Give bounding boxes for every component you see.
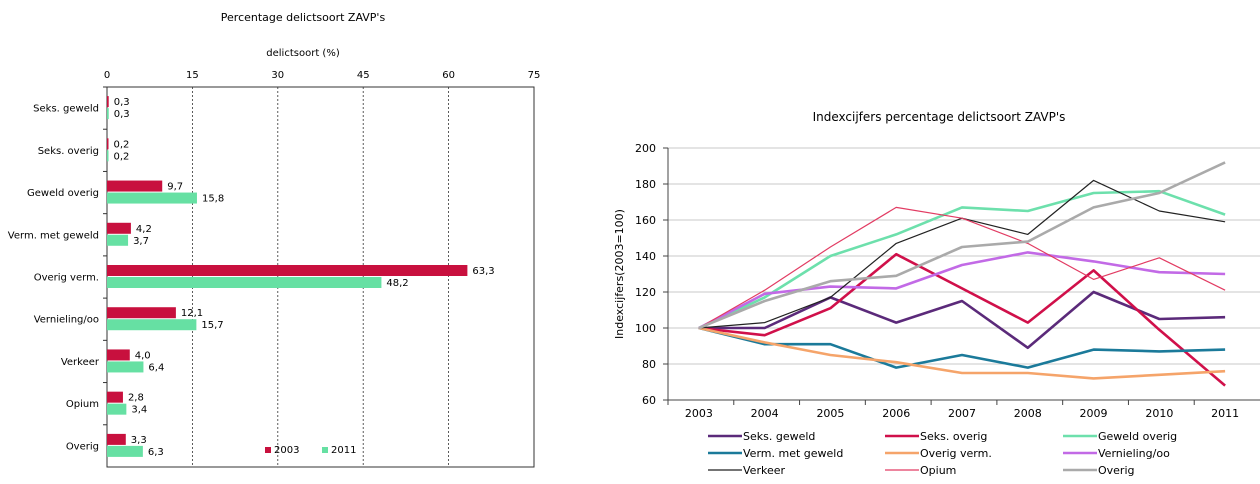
legend-swatch-2003 (265, 447, 271, 453)
bar-2011 (107, 150, 109, 162)
legend-label: Overig verm. (920, 447, 992, 460)
data-label: 48,2 (386, 278, 408, 289)
x-tick-label: 2008 (1014, 407, 1042, 420)
bar-2003 (107, 307, 176, 319)
category-label: Overig (66, 441, 99, 452)
data-label: 4,2 (136, 224, 152, 235)
line-chart: Indexcijfers percentage delictsoort ZAVP… (613, 110, 1260, 477)
category-label: Seks. geweld (33, 104, 99, 115)
legend-label: 2003 (274, 445, 299, 456)
data-label: 3,7 (133, 236, 149, 247)
data-label: 0,3 (114, 109, 130, 120)
series-line-Seks. geweld (698, 290, 1226, 350)
y-tick-label: 100 (635, 322, 656, 335)
data-label: 15,7 (201, 320, 223, 331)
y-tick-label: 200 (635, 142, 656, 155)
bar-2011 (107, 319, 197, 331)
bar-2011 (107, 234, 129, 246)
bar-2003 (107, 349, 130, 361)
series-line-Overig (698, 161, 1226, 330)
data-label: 0,2 (114, 139, 130, 150)
bar-2003 (107, 138, 109, 150)
series-line-Geweld overig (698, 189, 1226, 330)
bar-chart-panel: Percentage delictsoort ZAVP's delictsoort… (0, 0, 560, 484)
legend-label: Seks. geweld (743, 430, 815, 443)
x-tick-label: 2004 (751, 407, 779, 420)
series-line-Seks. overig (698, 252, 1226, 387)
legend-label: Opium (920, 464, 956, 477)
x-tick-label: 30 (271, 70, 284, 81)
data-label: 6,3 (148, 447, 164, 458)
legend-label: Geweld overig (1098, 430, 1177, 443)
chart-title: Percentage delictsoort ZAVP's (221, 11, 386, 24)
data-label: 2,8 (128, 393, 144, 404)
bar-2003 (107, 391, 123, 403)
category-label: Overig verm. (34, 273, 99, 284)
data-label: 4,0 (135, 350, 151, 361)
x-axis-label: delictsoort (%) (266, 48, 340, 59)
bar-2003 (107, 222, 131, 234)
line-chart-panel: Indexcijfers percentage delictsoort ZAVP… (590, 0, 1260, 484)
legend-label: Verm. met geweld (743, 447, 843, 460)
category-label: Vernieling/oo (34, 315, 99, 326)
bar-2003 (107, 96, 109, 108)
bar-2011 (107, 277, 382, 288)
x-tick-label: 2006 (882, 407, 910, 420)
chart-title: Indexcijfers percentage delictsoort ZAVP… (813, 110, 1066, 124)
x-tick-label: 2003 (685, 407, 713, 420)
data-label: 6,4 (148, 362, 164, 373)
series-line-Overig verm. (698, 326, 1226, 380)
bar-2011 (107, 403, 127, 415)
y-tick-label: 60 (642, 394, 656, 407)
x-tick-label: 0 (104, 70, 110, 81)
x-tick-label: 2005 (816, 407, 844, 420)
category-label: Seks. overig (38, 146, 99, 157)
y-tick-label: 80 (642, 358, 656, 371)
data-label: 3,4 (131, 405, 147, 416)
bar-2011 (107, 192, 197, 204)
category-label: Geweld overig (27, 188, 99, 199)
data-label: 63,3 (472, 266, 494, 277)
x-tick-label: 2011 (1211, 407, 1239, 420)
legend-label: 2011 (331, 445, 356, 456)
bar-2003 (107, 265, 468, 276)
data-label: 3,3 (131, 435, 147, 446)
bar-2011 (107, 445, 143, 457)
legend-label: Seks. overig (920, 430, 987, 443)
bar-2011 (107, 108, 109, 120)
series-line-Vernieling/oo (698, 251, 1226, 330)
category-label: Verm. met geweld (8, 230, 99, 241)
y-axis-label: Indexcijfers(2003=100) (613, 209, 626, 339)
bar-2003 (107, 433, 126, 445)
x-tick-label: 2007 (948, 407, 976, 420)
bar-2011 (107, 361, 144, 373)
bar-2003 (107, 180, 163, 192)
y-tick-label: 160 (635, 214, 656, 227)
y-tick-label: 140 (635, 250, 656, 263)
x-tick-label: 45 (357, 70, 370, 81)
bar-chart: Percentage delictsoort ZAVP's delictsoort… (8, 11, 541, 468)
legend-label: Vernieling/oo (1098, 447, 1170, 460)
data-label: 15,8 (202, 194, 224, 205)
x-tick-label: 75 (528, 70, 541, 81)
y-tick-label: 120 (635, 286, 656, 299)
series-line-Opium (698, 206, 1226, 329)
x-tick-label: 60 (442, 70, 455, 81)
data-label: 0,2 (114, 151, 130, 162)
y-tick-label: 180 (635, 178, 656, 191)
legend-label: Verkeer (743, 464, 785, 477)
series-line-Verkeer (698, 179, 1226, 329)
x-tick-label: 2009 (1080, 407, 1108, 420)
data-label: 9,7 (167, 182, 183, 193)
category-label: Verkeer (61, 357, 100, 368)
category-label: Opium (66, 399, 99, 410)
legend-label: Overig (1098, 464, 1135, 477)
legend-swatch-2011 (322, 447, 328, 453)
x-tick-label: 2010 (1145, 407, 1173, 420)
data-label: 0,3 (114, 97, 130, 108)
data-label: 12,1 (181, 308, 203, 319)
series-line-Verm. met geweld (698, 326, 1226, 369)
x-tick-label: 15 (186, 70, 199, 81)
